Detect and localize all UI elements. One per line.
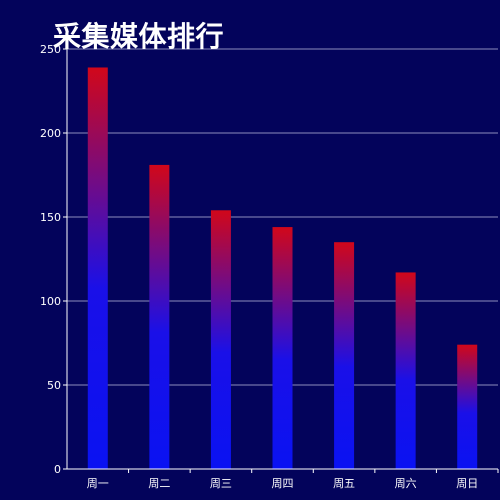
- x-tick-label-7: 周日: [456, 477, 478, 490]
- x-tick-label-5: 周五: [333, 477, 355, 490]
- x-tick-label-3: 周三: [210, 477, 232, 490]
- bar-5: [334, 242, 355, 469]
- y-tick-label-50: 50: [47, 379, 61, 392]
- bar-1: [87, 67, 108, 469]
- bar-7: [457, 344, 478, 469]
- y-tick-label-100: 100: [40, 295, 61, 308]
- bar-3: [210, 210, 231, 469]
- bar-2: [149, 164, 170, 470]
- y-tick-label-0: 0: [54, 463, 61, 476]
- bar-4: [272, 227, 293, 469]
- axes: [63, 48, 499, 473]
- y-tick-label-250: 250: [40, 43, 61, 56]
- tick-labels: 0 50 100 150 200 250 周一 周二 周三 周四 周五 周六 周日: [40, 43, 478, 490]
- x-tick-label-1: 周一: [87, 477, 109, 490]
- x-tick-label-2: 周二: [148, 477, 170, 490]
- x-tick-label-4: 周四: [272, 477, 294, 490]
- y-tick-label-150: 150: [40, 211, 61, 224]
- chart-title: 采集媒体排行: [53, 20, 225, 53]
- y-tick-label-200: 200: [40, 127, 61, 140]
- bars: [87, 67, 478, 470]
- bar-6: [395, 272, 416, 469]
- x-tick-label-6: 周六: [395, 477, 417, 490]
- gridlines: [67, 48, 498, 386]
